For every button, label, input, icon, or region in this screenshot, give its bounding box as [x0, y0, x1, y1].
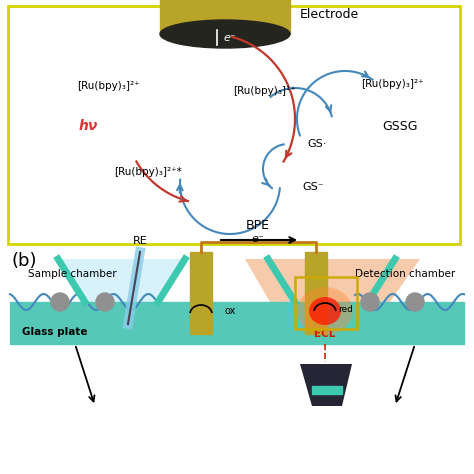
Text: e⁻: e⁻ — [224, 33, 237, 43]
Text: [Ru(bpy)₃]²⁺: [Ru(bpy)₃]²⁺ — [77, 81, 139, 91]
Text: BPE: BPE — [246, 219, 270, 232]
Bar — [10, 302, 464, 344]
Ellipse shape — [96, 293, 114, 311]
Text: red: red — [338, 304, 353, 313]
Text: [Ru(bpy)₃]²⁺: [Ru(bpy)₃]²⁺ — [361, 79, 423, 89]
Bar — [312, 386, 342, 394]
Bar — [160, 0, 290, 34]
Text: Detection chamber: Detection chamber — [355, 269, 455, 279]
Ellipse shape — [298, 287, 353, 335]
Ellipse shape — [51, 293, 69, 311]
Text: e⁻: e⁻ — [252, 234, 264, 244]
Bar — [190, 252, 212, 334]
Bar — [305, 252, 327, 334]
Ellipse shape — [309, 297, 341, 325]
Text: Electrode: Electrode — [300, 8, 359, 20]
Text: GS⁻: GS⁻ — [302, 182, 324, 192]
Ellipse shape — [160, 20, 290, 48]
Text: (b): (b) — [12, 252, 37, 270]
Polygon shape — [245, 259, 420, 302]
Text: GSSG: GSSG — [382, 119, 418, 133]
Text: Glass plate: Glass plate — [22, 327, 88, 337]
Polygon shape — [58, 259, 185, 302]
Text: ECL: ECL — [314, 329, 336, 339]
Ellipse shape — [406, 293, 424, 311]
Text: hν: hν — [78, 119, 98, 133]
Text: GS·: GS· — [307, 139, 327, 149]
Ellipse shape — [361, 293, 379, 311]
FancyBboxPatch shape — [8, 6, 460, 244]
Text: Sample chamber: Sample chamber — [27, 269, 116, 279]
Ellipse shape — [160, 0, 290, 10]
Text: RE: RE — [133, 236, 147, 246]
Text: [Ru(bpy)₃]²⁺*: [Ru(bpy)₃]²⁺* — [114, 167, 182, 177]
Text: ox: ox — [225, 306, 237, 316]
Polygon shape — [300, 364, 352, 406]
Text: [Ru(bpy)₃]¹⁺: [Ru(bpy)₃]¹⁺ — [234, 86, 296, 96]
